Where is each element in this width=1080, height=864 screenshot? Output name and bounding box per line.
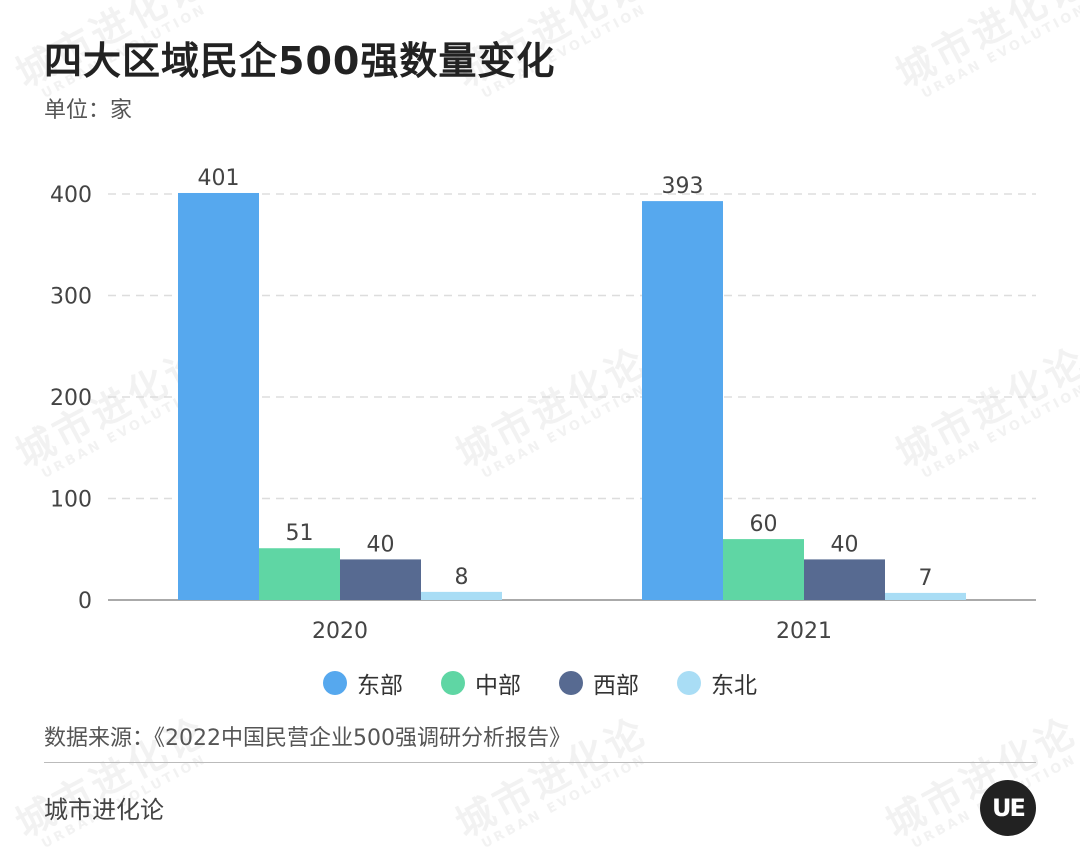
legend-swatch [559,671,583,695]
divider [44,762,1036,763]
bar [804,559,885,600]
legend-swatch [677,671,701,695]
legend-item: 中部 [441,666,521,700]
legend-swatch [323,671,347,695]
legend-label: 西部 [593,673,639,699]
y-tick-label: 0 [78,589,92,614]
bar [421,591,502,600]
data-label: 7 [919,566,933,591]
legend-item: 西部 [559,666,639,700]
unit-label: 单位：家 [44,98,133,123]
data-label: 8 [455,565,469,590]
legend: 东部 中部 西部 东北 [0,666,1080,700]
data-source: 数据来源：《2022中国民营企业500强调研分析报告》 [44,726,571,751]
legend-label: 东北 [711,673,757,699]
data-label: 40 [367,532,395,557]
bar [885,592,966,600]
chart-title: 四大区域民企500强数量变化 [44,39,556,83]
data-label: 393 [662,174,704,199]
legend-label: 中部 [475,673,521,699]
data-label: 401 [198,166,240,191]
legend-label: 东部 [357,673,403,699]
bar [259,548,340,600]
y-tick-label: 200 [50,386,92,411]
bar [642,201,723,601]
brand-logo-icon: UE [980,780,1036,836]
bar [723,539,804,600]
bar [340,559,421,600]
y-tick-label: 300 [50,285,92,310]
x-tick-label: 2021 [776,619,832,644]
legend-item: 东部 [323,666,403,700]
x-tick-label: 2020 [312,619,368,644]
data-label: 60 [750,512,778,537]
bar [178,192,259,601]
legend-item: 东北 [677,666,757,700]
y-tick-label: 100 [50,488,92,513]
legend-swatch [441,671,465,695]
y-tick-label: 400 [50,183,92,208]
data-label: 51 [286,521,314,546]
brand-name: 城市进化论 [44,796,164,824]
data-label: 40 [831,532,859,557]
